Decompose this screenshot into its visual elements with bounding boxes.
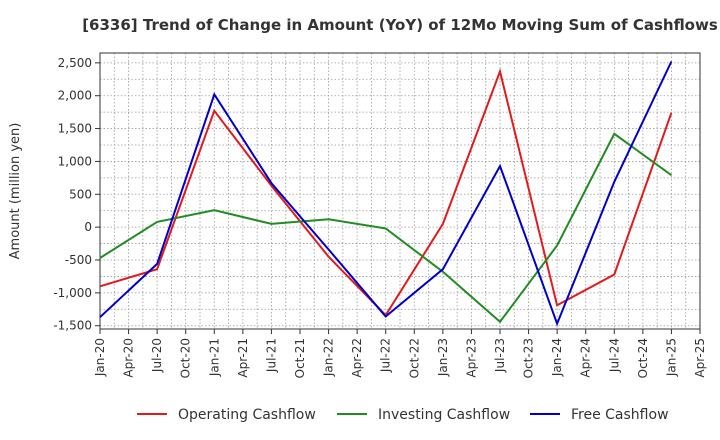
y-tick-label: 2,500 — [58, 56, 92, 70]
x-tick-label: Jan-21 — [207, 338, 221, 377]
x-tick-label: Oct-23 — [522, 338, 536, 378]
x-tick-label: Apr-25 — [693, 338, 707, 378]
x-tick-label: Oct-20 — [179, 338, 193, 378]
x-tick-label: Jan-25 — [664, 338, 678, 377]
x-tick-label: Jan-23 — [436, 338, 450, 377]
x-tick-label: Apr-23 — [464, 338, 478, 378]
y-tick-label: -1,500 — [53, 319, 92, 333]
y-tick-label: 500 — [69, 187, 92, 201]
y-tick-label: 1,000 — [58, 154, 92, 168]
y-tick-label: 2,000 — [58, 89, 92, 103]
x-tick-label: Apr-22 — [350, 338, 364, 378]
x-tick-label: Jan-22 — [322, 338, 336, 377]
y-tick-label: 1,500 — [58, 122, 92, 136]
x-axis: Jan-20 Apr-20 Jul-20 Oct-20 Jan-21 Apr-21 Jul-… — [93, 329, 707, 378]
series-line-investing-cashflow — [99, 132, 672, 324]
x-tick-label: Apr-21 — [236, 338, 250, 378]
x-tick-label: Oct-24 — [636, 338, 650, 378]
y-axis: -1,500 -1,000 -500 0 500 1,000 1,500 2,000 2,500 — [53, 56, 100, 333]
y-axis-label: Amount (million yen) — [8, 123, 23, 260]
series-lines — [99, 61, 673, 327]
x-tick-label: Oct-22 — [407, 338, 421, 378]
x-tick-label: Jan-20 — [93, 338, 107, 377]
legend-label-operating-cashflow: Operating Cashflow — [178, 407, 316, 423]
plot-border — [99, 52, 701, 330]
x-tick-label: Jul-23 — [493, 338, 507, 373]
x-tick-label: Jul-21 — [264, 338, 278, 373]
chart-title: [6336] Trend of Change in Amount (YoY) o… — [82, 16, 718, 34]
y-tick-label: -500 — [65, 253, 92, 267]
series-line-free-cashflow — [99, 61, 673, 327]
x-tick-label: Jul-20 — [150, 338, 164, 373]
y-tick-label: -1,000 — [53, 286, 92, 300]
legend-label-investing-cashflow: Investing Cashflow — [378, 407, 510, 423]
legend: Operating Cashflow Investing Cashflow Free… — [137, 407, 669, 423]
x-tick-label: Jul-22 — [379, 338, 393, 373]
x-tick-label: Oct-21 — [293, 338, 307, 378]
y-tick-label: 0 — [84, 220, 92, 234]
x-tick-label: Jul-24 — [607, 338, 621, 373]
x-tick-label: Apr-24 — [579, 338, 593, 378]
legend-label-free-cashflow: Free Cashflow — [571, 407, 669, 423]
x-tick-label: Apr-20 — [122, 338, 136, 378]
x-tick-label: Jan-24 — [550, 338, 564, 377]
